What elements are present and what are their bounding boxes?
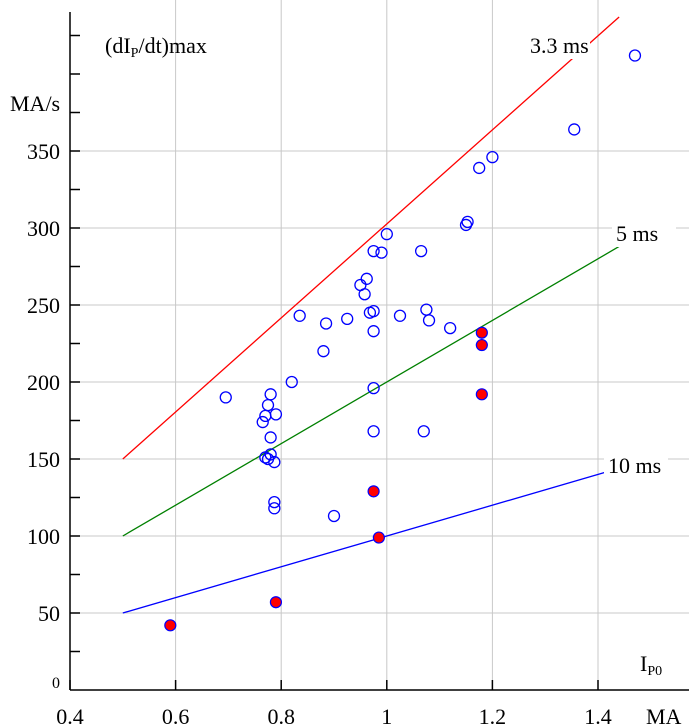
data-point-open [417, 425, 430, 438]
data-point-open [367, 425, 380, 438]
data-point-filled [372, 531, 385, 544]
data-point-open [327, 509, 341, 523]
data-point-open [422, 314, 436, 327]
y-tick-label: 200 [27, 370, 60, 395]
data-point-open [414, 244, 428, 258]
y-tick-label: 250 [27, 293, 60, 318]
y-tick-label: 50 [38, 601, 60, 626]
data-point-filled [475, 326, 488, 339]
data-point-open [219, 391, 232, 404]
x-tick-label: 0.8 [267, 704, 295, 728]
data-point-open [375, 246, 388, 259]
data-point-filled [164, 619, 177, 632]
y-tick-label: 300 [27, 216, 60, 241]
x-tick-label: 1 [381, 704, 392, 728]
y-axis-label: MA/s [10, 91, 60, 116]
x-tick-label: 1.4 [584, 704, 612, 728]
data-point-open [317, 345, 330, 358]
data-point-open [486, 151, 499, 164]
y-tick-label: 100 [27, 524, 60, 549]
data-point-open [380, 228, 393, 241]
data-point-open [367, 305, 380, 318]
data-point-open [261, 398, 275, 412]
chart-title: (dIP/dt)max [105, 33, 207, 61]
x-axis-label: IP0 [640, 651, 662, 679]
axes [69, 12, 689, 691]
data-point-open [285, 375, 298, 389]
ref-line-label-bg [604, 453, 668, 479]
ref-line-label-bg [526, 33, 590, 59]
data-point-open [444, 321, 457, 335]
data-points [164, 49, 642, 632]
data-point-open [367, 244, 380, 258]
data-point-open [293, 309, 306, 322]
ref-line-label-bg [612, 221, 676, 247]
x-tick-label: 0.6 [162, 704, 190, 728]
data-point-open [264, 431, 277, 444]
y-tick-label: 150 [27, 447, 60, 472]
x-tick-label: 0.4 [56, 704, 84, 728]
data-point-open [268, 455, 281, 469]
ref-line-label: 10 ms [608, 453, 661, 478]
data-point-open [393, 309, 407, 322]
data-point-open [341, 312, 354, 326]
data-point-open [420, 303, 433, 316]
data-point-open [256, 415, 269, 429]
data-point-filled [269, 596, 283, 609]
data-point-filled [475, 388, 488, 401]
data-point-open [367, 325, 380, 338]
ref-line-label: 3.3 ms [530, 33, 589, 58]
data-point-open [264, 388, 277, 401]
ref-line-label: 5 ms [616, 221, 658, 246]
grid [70, 0, 689, 690]
data-point-filled [475, 338, 488, 352]
data-point-open [568, 123, 581, 136]
data-point-open [367, 382, 380, 395]
tick-labels: 0.4 0.6 0.8 1 1.2 1.4 0 50 100 150 200 250 300 350 [27, 139, 612, 728]
x-axis-unit: MA [646, 704, 682, 728]
y-tick-label: 0 [52, 675, 60, 692]
data-point-open [268, 495, 281, 509]
ref-line [122, 16, 620, 460]
data-point-open [268, 502, 281, 515]
ref-line [122, 467, 620, 614]
ref-line [122, 245, 620, 537]
data-point-open [360, 272, 373, 285]
data-point-filled [367, 485, 380, 498]
data-point-open [358, 288, 371, 301]
data-point-open [264, 448, 277, 461]
data-point-open [319, 317, 333, 330]
reference-lines: 3.3 ms 5 ms 10 ms [122, 16, 676, 614]
data-point-open [269, 408, 283, 421]
data-point-open [473, 161, 486, 175]
y-tick-label: 350 [27, 139, 60, 164]
data-point-open [628, 49, 642, 62]
data-point-open [259, 409, 272, 423]
data-point-open [461, 215, 474, 228]
x-tick-label: 1.2 [479, 704, 507, 728]
